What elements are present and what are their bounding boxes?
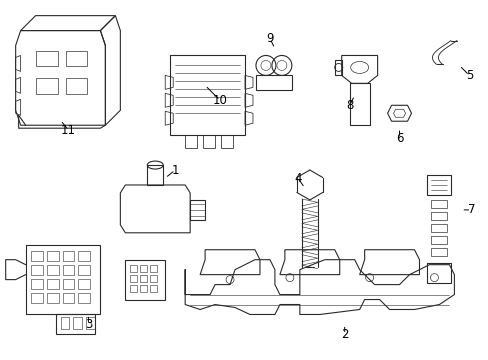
Text: 8: 8: [346, 99, 353, 112]
Text: 1: 1: [171, 163, 179, 176]
Text: 3: 3: [84, 318, 92, 331]
Text: 10: 10: [212, 94, 227, 107]
Text: 5: 5: [465, 69, 472, 82]
Text: 4: 4: [293, 171, 301, 185]
Text: 11: 11: [61, 124, 76, 137]
Text: 6: 6: [395, 132, 403, 145]
Text: 2: 2: [340, 328, 348, 341]
Text: 9: 9: [265, 32, 273, 45]
Text: 7: 7: [467, 203, 474, 216]
